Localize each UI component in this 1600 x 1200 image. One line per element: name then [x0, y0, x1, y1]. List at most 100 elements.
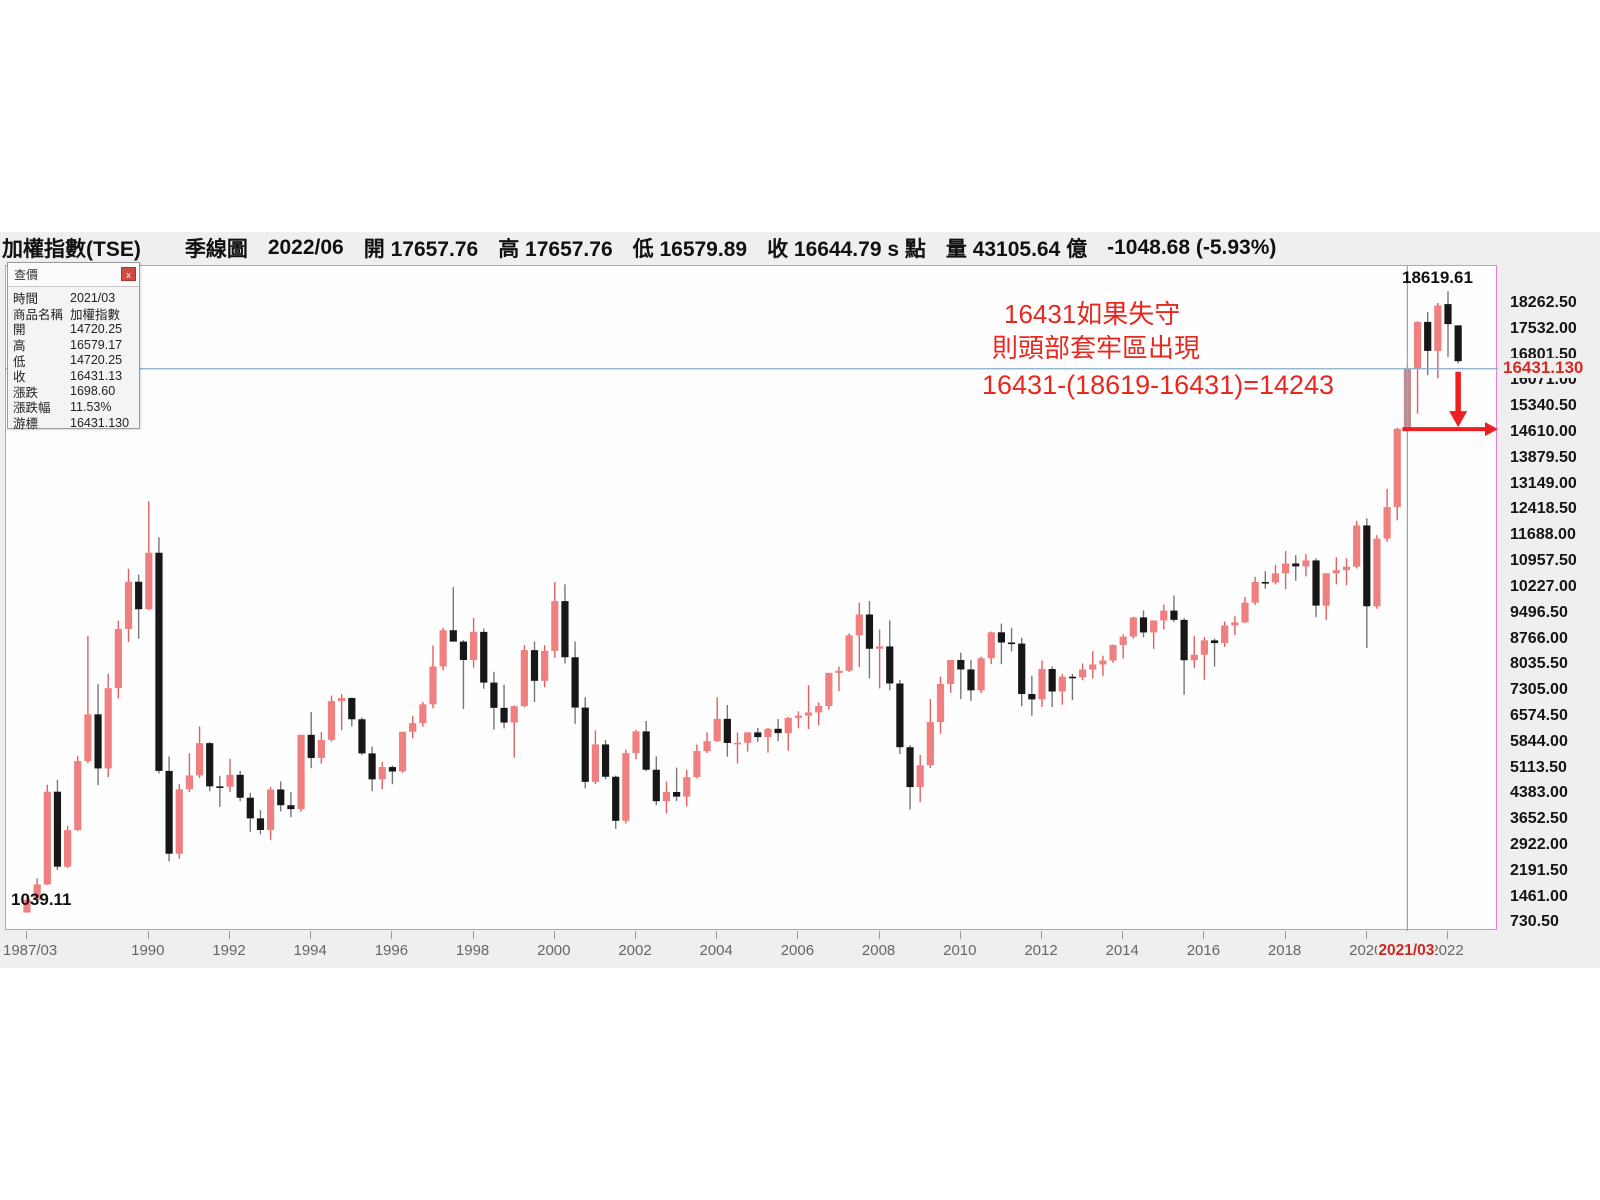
- candle-2018Q2[interactable]: [1292, 563, 1300, 567]
- candle-1993Q1[interactable]: [267, 789, 275, 830]
- candle-2004Q1[interactable]: [713, 718, 721, 742]
- candle-1998Q3[interactable]: [490, 682, 498, 708]
- candle-2013Q3[interactable]: [1099, 660, 1107, 665]
- candle-1996Q3[interactable]: [409, 723, 417, 732]
- candle-2006Q3[interactable]: [815, 706, 823, 713]
- candle-1992Q3[interactable]: [246, 797, 254, 819]
- candle-1997Q4[interactable]: [459, 641, 468, 661]
- candle-2019Q4[interactable]: [1353, 525, 1361, 567]
- candle-1996Q4[interactable]: [419, 704, 427, 724]
- candle-1991Q1[interactable]: [185, 775, 193, 790]
- candle-2019Q2[interactable]: [1332, 570, 1340, 574]
- candle-2003Q4[interactable]: [703, 741, 711, 752]
- candle-1987Q1[interactable]: [23, 899, 31, 913]
- candle-1989Q4[interactable]: [135, 581, 143, 610]
- candle-1992Q4[interactable]: [256, 818, 265, 830]
- candle-2018Q1[interactable]: [1282, 563, 1290, 574]
- candle-2000Q2[interactable]: [561, 601, 569, 658]
- candle-2009Q4[interactable]: [947, 659, 955, 684]
- candle-2013Q2[interactable]: [1089, 664, 1097, 670]
- candle-2001Q1[interactable]: [591, 744, 599, 782]
- candle-2001Q2[interactable]: [601, 744, 610, 777]
- close-icon[interactable]: x: [121, 267, 136, 281]
- candle-2007Q1[interactable]: [835, 670, 843, 673]
- candle-1988Q3[interactable]: [84, 714, 92, 762]
- candle-1999Q4[interactable]: [541, 650, 549, 681]
- candle-2020Q1[interactable]: [1363, 525, 1371, 607]
- candle-1989Q1[interactable]: [104, 688, 112, 769]
- candle-2016Q2[interactable]: [1210, 640, 1219, 644]
- candle-1998Q1[interactable]: [470, 631, 478, 661]
- candle-2002Q3[interactable]: [652, 769, 660, 802]
- candle-2015Q1[interactable]: [1160, 610, 1168, 621]
- candle-2010Q1[interactable]: [957, 659, 965, 670]
- candle-2001Q4[interactable]: [622, 753, 630, 821]
- candle-2014Q1[interactable]: [1119, 636, 1127, 646]
- candle-1990Q4[interactable]: [175, 789, 183, 854]
- candle-2018Q3[interactable]: [1302, 560, 1310, 567]
- candle-2009Q3[interactable]: [936, 683, 945, 723]
- candle-1992Q1[interactable]: [226, 774, 234, 787]
- candle-2008Q3[interactable]: [896, 683, 904, 748]
- candle-2005Q4[interactable]: [784, 717, 792, 734]
- candle-1997Q2[interactable]: [439, 630, 447, 667]
- candle-2021Q4[interactable]: [1434, 305, 1442, 351]
- candle-1990Q3[interactable]: [165, 770, 173, 854]
- candle-1996Q1[interactable]: [388, 767, 396, 772]
- candle-2020Q4[interactable]: [1393, 428, 1401, 508]
- candle-1994Q2[interactable]: [317, 739, 325, 758]
- candle-2006Q4[interactable]: [825, 672, 833, 707]
- candle-2017Q1[interactable]: [1241, 602, 1249, 623]
- candle-1991Q4[interactable]: [216, 786, 224, 788]
- candle-2015Q3[interactable]: [1180, 619, 1188, 661]
- candle-2016Q3[interactable]: [1221, 625, 1229, 644]
- candle-2013Q4[interactable]: [1109, 645, 1117, 661]
- candle-2001Q3[interactable]: [612, 776, 620, 821]
- candle-2008Q1[interactable]: [876, 646, 884, 649]
- candle-1994Q1[interactable]: [307, 734, 315, 758]
- candle-2010Q3[interactable]: [977, 658, 985, 691]
- candle-2005Q1[interactable]: [754, 732, 762, 738]
- candle-2003Q2[interactable]: [683, 777, 691, 797]
- candle-1989Q3[interactable]: [124, 581, 133, 629]
- candle-1994Q4[interactable]: [338, 698, 346, 702]
- candle-2014Q4[interactable]: [1150, 620, 1158, 633]
- candle-2000Q4[interactable]: [581, 707, 589, 782]
- candle-1995Q3[interactable]: [368, 753, 376, 780]
- candle-2005Q3[interactable]: [774, 728, 782, 734]
- candle-2004Q3[interactable]: [733, 742, 742, 745]
- candle-1997Q1[interactable]: [429, 666, 437, 705]
- candle-1993Q3[interactable]: [287, 805, 295, 810]
- candle-1993Q4[interactable]: [297, 734, 305, 810]
- candle-2007Q3[interactable]: [855, 614, 863, 636]
- candle-2003Q1[interactable]: [673, 791, 681, 797]
- candle-2019Q3[interactable]: [1342, 566, 1351, 571]
- price-query-titlebar[interactable]: 查價 x: [8, 263, 139, 287]
- candle-2017Q4[interactable]: [1271, 573, 1280, 583]
- candle-1991Q2[interactable]: [195, 743, 204, 776]
- candle-1995Q4[interactable]: [378, 767, 386, 780]
- candle-2003Q3[interactable]: [693, 751, 701, 778]
- candle-1995Q2[interactable]: [358, 719, 366, 754]
- candle-2016Q4[interactable]: [1231, 622, 1239, 626]
- candle-2011Q2[interactable]: [1007, 642, 1016, 645]
- timeframe-label[interactable]: 季線圖: [184, 238, 248, 261]
- candle-2008Q2[interactable]: [886, 646, 894, 684]
- candle-2012Q1[interactable]: [1038, 668, 1046, 700]
- candle-1997Q3[interactable]: [449, 630, 457, 642]
- candle-1999Q1[interactable]: [510, 706, 518, 723]
- candle-2012Q4[interactable]: [1068, 676, 1077, 679]
- candle-2017Q3[interactable]: [1261, 581, 1269, 584]
- candle-1998Q4[interactable]: [500, 707, 508, 723]
- candle-2002Q1[interactable]: [632, 731, 640, 754]
- candle-1999Q3[interactable]: [530, 650, 539, 681]
- candle-2022Q1[interactable]: [1444, 304, 1452, 325]
- candle-1988Q1[interactable]: [64, 830, 72, 867]
- candle-1989Q2[interactable]: [114, 628, 122, 689]
- candle-2006Q1[interactable]: [794, 715, 802, 718]
- price-query-window[interactable]: 查價 x 時間 2021/03 商品名稱 加權指數開 14720.25 高 16579.17…: [7, 262, 140, 431]
- candle-2013Q1[interactable]: [1079, 669, 1087, 678]
- candle-2021Q2[interactable]: [1413, 321, 1422, 369]
- candle-1996Q2[interactable]: [398, 731, 407, 772]
- candle-2011Q3[interactable]: [1018, 643, 1026, 695]
